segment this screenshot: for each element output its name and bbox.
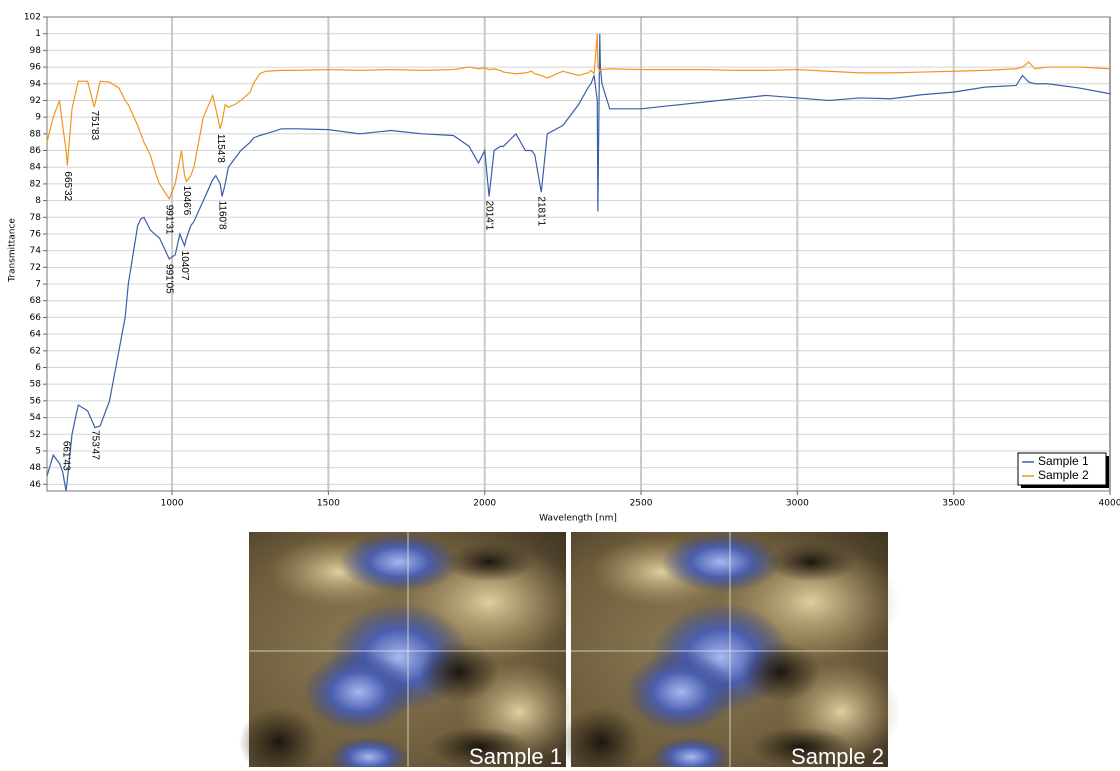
x-tick-label: 2000 [473,499,496,509]
y-tick-label: 58 [30,380,42,390]
x-tick-label: 1500 [317,499,340,509]
y-tick-label: 72 [30,263,41,273]
y-tick-label: 88 [30,129,42,139]
y-tick-label: 52 [30,430,41,440]
y-tick-label: 82 [30,179,41,189]
annotation: 1046'6 [181,186,192,216]
y-axis-label: Transmittance [8,218,18,283]
y-tick-label: 1 [35,29,41,39]
y-tick-label: 84 [30,163,42,173]
photo [239,532,579,767]
x-tick-label: 3000 [786,499,809,509]
annotation: 753'47 [89,430,100,460]
y-tick-label: 5 [35,446,41,456]
y-tick-label: 48 [30,463,42,473]
y-tick-label: 86 [30,146,42,156]
annotation: 2181'1 [536,196,547,226]
y-tick-label: 64 [30,330,42,340]
y-tick-label: 9 [35,113,41,123]
y-tick-label: 74 [30,246,42,256]
plot-frame [47,17,1110,491]
annotation: 1154'8 [215,134,226,163]
photos: Sample 1 Sample 2 [239,532,901,767]
y-tick-label: 68 [30,296,42,306]
photo-caption: Sample 2 [791,744,884,767]
y-tick-label: 102 [24,13,41,23]
y-tick-label: 92 [30,96,41,106]
legend-label: Sample 2 [1038,468,1089,482]
x-tick-label: 4000 [1099,499,1120,509]
y-tick-label: 98 [30,46,42,56]
annotation: 991'05 [164,264,175,294]
x-tick-label: 1000 [161,499,184,509]
y-tick-label: 76 [30,229,42,239]
series-line [47,34,1110,199]
x-axis-label: Wavelength [nm] [539,514,617,524]
page: {"chart_data": {"type": "line", "x_label… [0,0,1120,771]
y-tick-label: 94 [30,79,42,89]
annotation: 2014'1 [483,201,494,231]
y-tick-label: 7 [35,280,41,290]
y-tick-label: 62 [30,346,41,356]
y-tick-label: 66 [30,313,42,323]
y-tick-label: 96 [30,63,42,73]
photo [561,532,901,767]
photo-caption: Sample 1 [469,744,562,767]
figure: Sample 1Sample 2 Transmittance Wavelengt… [0,0,1120,767]
y-tick-label: 46 [30,480,42,490]
annotation: 1160'8 [217,201,228,230]
y-tick-label: 54 [30,413,42,423]
series-line [47,34,1110,491]
y-tick-label: 56 [30,396,42,406]
x-tick-label: 2500 [630,499,653,509]
annotation: 991'31 [164,205,175,235]
annotation: 1040'7 [179,251,190,281]
legend-label: Sample 1 [1038,454,1089,468]
y-tick-label: 78 [30,213,42,223]
annotation: 661'43 [61,441,72,471]
annotation: 665'32 [62,171,73,201]
y-tick-label: 8 [35,196,41,206]
x-tick-label: 3500 [942,499,965,509]
y-tick-label: 6 [35,363,41,373]
annotation: 751'83 [89,110,100,140]
